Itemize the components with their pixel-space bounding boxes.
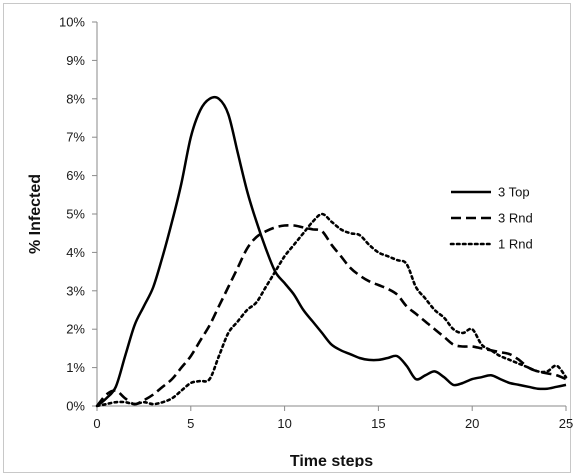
y-tick-label: 9%	[66, 53, 85, 68]
y-tick-label: 1%	[66, 360, 85, 375]
y-tick-label: 2%	[66, 322, 85, 337]
y-tick-label: 10%	[59, 15, 85, 30]
x-tick-label: 10	[277, 416, 291, 431]
series-lines	[95, 95, 568, 408]
chart-frame	[3, 3, 571, 473]
y-tick-label: 4%	[66, 245, 85, 260]
y-tick-label: 7%	[66, 130, 85, 145]
y-axis-title: % Infected	[27, 174, 44, 254]
axes	[92, 21, 567, 411]
y-tick-label: 5%	[66, 207, 85, 222]
x-tick-label: 20	[465, 416, 479, 431]
x-tick-label: 0	[93, 416, 100, 431]
series-line-2	[95, 223, 567, 407]
x-tick-label: 5	[187, 416, 194, 431]
x-tick-label: 25	[559, 416, 573, 431]
y-tick-labels: 0% 1% 2% 3% 4% 5% 6% 7% 8% 9% 10%	[59, 15, 85, 414]
x-tick-labels: 0 5 10 15 20 25	[93, 416, 573, 431]
legend-label: 1 Rnd	[498, 237, 533, 252]
legend-label: 3 Rnd	[498, 211, 533, 226]
y-tick-label: 6%	[66, 168, 85, 183]
y-tick-label: 8%	[66, 91, 85, 106]
x-axis-title: Time steps	[290, 453, 373, 467]
x-tick-label: 15	[371, 416, 385, 431]
y-tick-label: 3%	[66, 283, 85, 298]
series-line-3	[95, 212, 568, 408]
y-tick-label: 0%	[66, 399, 85, 414]
legend-label: 3 Top	[498, 185, 530, 200]
legend: 3 Top 3 Rnd 1 Rnd	[449, 185, 533, 252]
series-line-1	[96, 95, 567, 407]
